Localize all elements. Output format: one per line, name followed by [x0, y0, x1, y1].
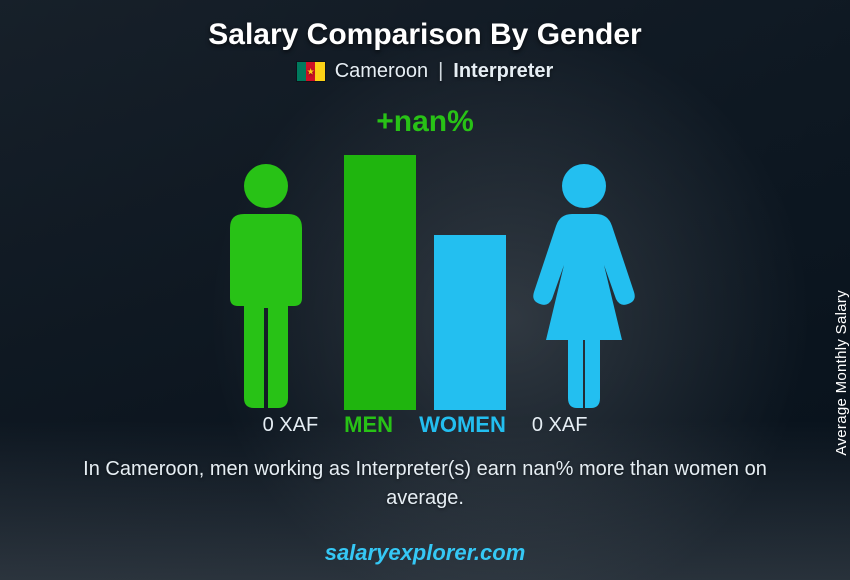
women-bar-wrap: [434, 150, 506, 410]
men-salary-label: 0 XAF: [263, 414, 319, 437]
subtitle-row: ★ Cameroon | Interpreter: [0, 60, 850, 83]
description-text: In Cameroon, men working as Interpreter(…: [60, 455, 790, 513]
men-bar-wrap: [344, 150, 416, 410]
gender-bar-chart: [145, 140, 705, 410]
male-figure: [206, 150, 326, 410]
cameroon-flag-icon: ★: [297, 62, 325, 81]
pct-diff-label: +nan%: [0, 105, 850, 139]
separator-pipe: |: [438, 60, 443, 83]
women-label: WOMEN: [419, 412, 506, 438]
flag-star-icon: ★: [307, 67, 315, 76]
footer-brand: salaryexplorer.com: [0, 540, 850, 566]
chart-labels-row: 0 XAF MEN WOMEN 0 XAF: [115, 412, 735, 438]
women-salary-label: 0 XAF: [532, 414, 588, 437]
men-label: MEN: [344, 412, 393, 438]
job-label: Interpreter: [453, 60, 553, 83]
male-person-icon: [206, 160, 326, 410]
women-bar: [434, 235, 506, 410]
y-axis-label: Average Monthly Salary: [834, 290, 850, 456]
female-figure: [524, 150, 644, 410]
men-bar: [344, 155, 416, 410]
country-label: Cameroon: [335, 60, 428, 83]
page-title: Salary Comparison By Gender: [0, 18, 850, 52]
infographic-root: Salary Comparison By Gender ★ Cameroon |…: [0, 0, 850, 580]
female-person-icon: [524, 160, 644, 410]
